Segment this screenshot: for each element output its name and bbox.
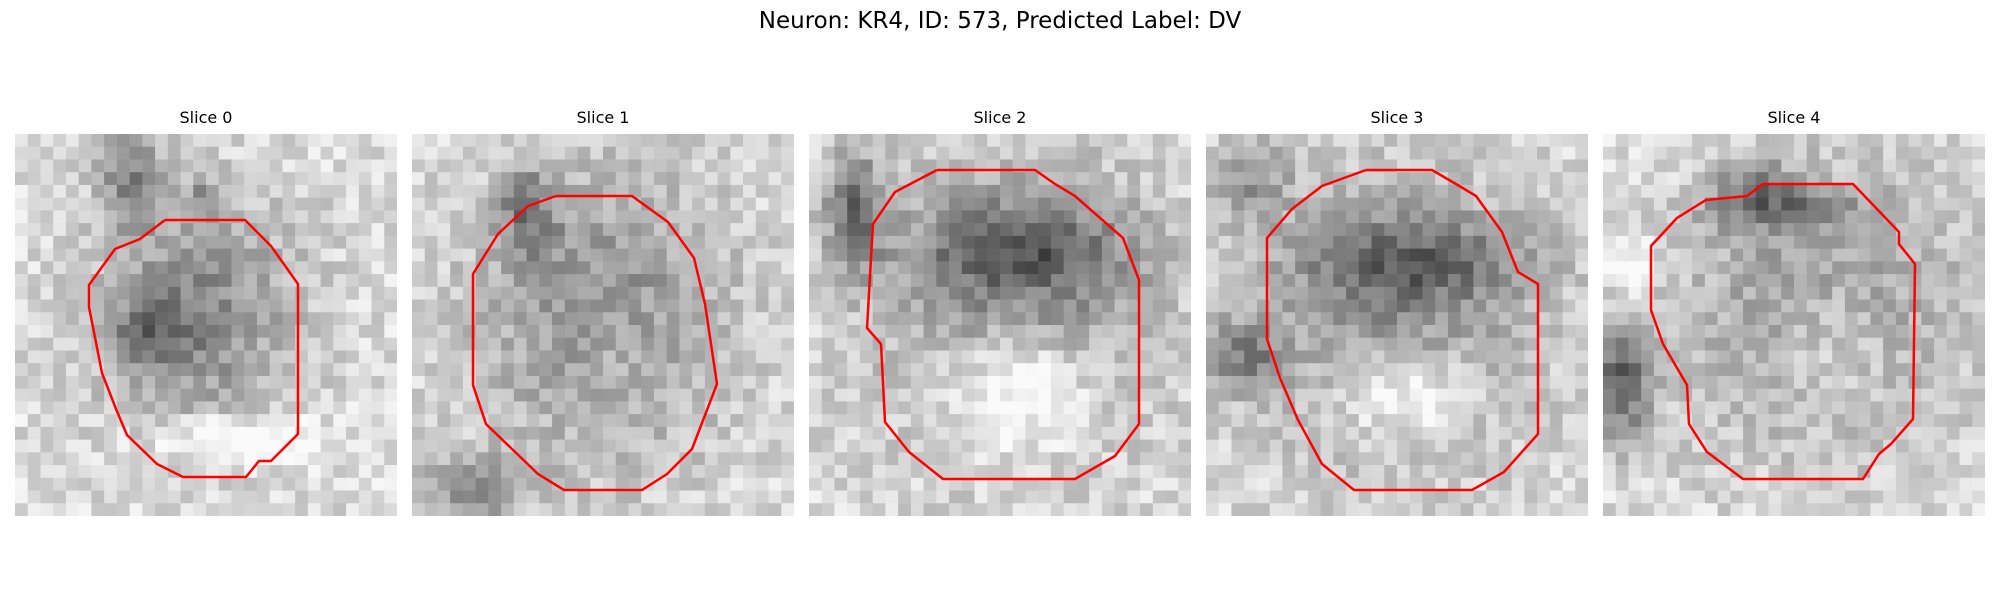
slice-panel-0: Slice 0 [15,108,397,516]
slice-pixels-3 [1206,134,1588,516]
slice-pixels-2 [809,134,1191,516]
slice-pixels-4 [1603,134,1985,516]
slice-title-0: Slice 0 [179,108,233,127]
slice-image-1 [412,134,794,516]
cell-contour-2 [865,168,1141,481]
slice-panel-3: Slice 3 [1206,108,1588,516]
slice-image-2 [809,134,1191,516]
slice-title-1: Slice 1 [576,108,630,127]
cell-contour-0 [87,218,300,479]
cell-contour-1 [471,194,719,492]
figure-title: Neuron: KR4, ID: 573, Predicted Label: D… [758,8,1242,34]
cell-contour-4 [1649,182,1917,481]
slice-title-2: Slice 2 [973,108,1027,127]
cell-contour-3 [1265,168,1540,492]
slice-image-3 [1206,134,1588,516]
slice-panel-2: Slice 2 [809,108,1191,516]
slice-panel-4: Slice 4 [1603,108,1985,516]
slice-pixels-1 [412,134,794,516]
slice-pixels-0 [15,134,397,516]
slice-title-3: Slice 3 [1370,108,1424,127]
slice-title-4: Slice 4 [1767,108,1821,127]
slice-panel-1: Slice 1 [412,108,794,516]
slice-image-4 [1603,134,1985,516]
slice-image-0 [15,134,397,516]
